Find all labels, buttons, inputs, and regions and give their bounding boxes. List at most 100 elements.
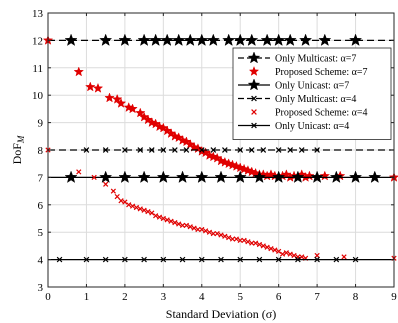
- data-point: [111, 93, 123, 104]
- data-point: [172, 33, 186, 46]
- data-point: [179, 256, 186, 263]
- data-point: [272, 247, 278, 253]
- data-point: [156, 170, 170, 183]
- data-point: [260, 147, 267, 153]
- y-tick-label: 10: [32, 90, 44, 102]
- data-point: [272, 170, 286, 183]
- data-point: [319, 170, 331, 181]
- data-point: [64, 170, 78, 183]
- data-point: [172, 219, 178, 226]
- data-point: [91, 174, 97, 181]
- legend-label: Proposed Scheme: α=4: [275, 108, 368, 119]
- data-point: [137, 147, 144, 153]
- x-tick-label: 0: [45, 291, 51, 303]
- legend-marker: [251, 95, 257, 102]
- data-point: [314, 256, 320, 263]
- y-axis-label-subscript: M: [16, 135, 26, 144]
- data-point: [260, 33, 274, 46]
- data-point: [348, 170, 363, 183]
- data-point: [122, 199, 128, 205]
- data-point: [291, 252, 297, 259]
- data-point: [291, 170, 305, 183]
- series-layer: [42, 33, 398, 263]
- data-point: [160, 33, 174, 46]
- data-point: [137, 206, 143, 212]
- data-point: [268, 246, 274, 252]
- data-point: [122, 256, 128, 263]
- data-point: [76, 169, 82, 175]
- legend-marker: [247, 78, 261, 91]
- y-tick-label: 13: [32, 8, 44, 20]
- data-point: [304, 170, 315, 181]
- data-point: [233, 33, 247, 46]
- x-tick-label: 9: [391, 291, 397, 303]
- data-point: [264, 244, 270, 250]
- data-point: [352, 256, 359, 263]
- data-point: [99, 170, 113, 183]
- data-point: [198, 147, 205, 153]
- y-tick-label: 5: [38, 227, 44, 239]
- data-point: [115, 97, 127, 108]
- x-axis-label: Standard Deviation (σ): [166, 307, 276, 321]
- y-tick-label: 8: [38, 145, 44, 157]
- data-point: [195, 33, 209, 46]
- data-point: [218, 232, 224, 238]
- data-point: [275, 147, 282, 153]
- data-point: [160, 147, 167, 153]
- data-point: [83, 147, 90, 153]
- data-point: [298, 147, 305, 153]
- data-point: [237, 237, 243, 244]
- data-point: [118, 33, 132, 46]
- data-point: [104, 92, 115, 103]
- data-point: [141, 207, 147, 213]
- data-point: [122, 147, 128, 153]
- x-tick-label: 1: [84, 291, 90, 303]
- data-point: [318, 33, 332, 46]
- legend-entry: Only Unicast: α=4: [238, 121, 349, 132]
- data-point: [145, 209, 151, 215]
- data-point: [283, 33, 297, 46]
- legend-box: [232, 47, 392, 140]
- data-point: [210, 147, 217, 153]
- data-point: [148, 147, 155, 153]
- data-point: [295, 256, 301, 263]
- data-point: [129, 203, 136, 209]
- legend: Only Multicast: α=7 Proposed Scheme: α=7 O…: [232, 47, 392, 140]
- data-point: [191, 225, 197, 231]
- data-point: [348, 33, 363, 46]
- data-point: [202, 228, 209, 234]
- series-1: [48, 33, 394, 46]
- data-point: [218, 256, 224, 263]
- data-point: [341, 254, 347, 260]
- data-point: [83, 256, 90, 263]
- legend-marker: [247, 51, 261, 64]
- data-point: [168, 218, 174, 224]
- data-point: [222, 33, 236, 46]
- data-point: [99, 33, 113, 46]
- data-point: [183, 222, 190, 228]
- data-point: [333, 256, 340, 263]
- data-point: [214, 230, 220, 237]
- data-point: [210, 230, 216, 237]
- x-tick-label: 7: [314, 291, 320, 303]
- data-point: [226, 235, 232, 241]
- data-point: [160, 256, 167, 263]
- data-point: [153, 213, 159, 219]
- data-point: [222, 233, 228, 239]
- y-tick-label: 12: [32, 35, 43, 47]
- legend-entry: Only Multicast: α=7: [238, 51, 356, 65]
- legend-entry: Only Unicast: α=7: [238, 78, 349, 92]
- x-tick-label: 6: [276, 291, 282, 303]
- data-point: [233, 170, 247, 183]
- data-point: [179, 222, 186, 228]
- data-point: [241, 237, 247, 244]
- data-point: [176, 221, 182, 227]
- data-point: [237, 147, 244, 153]
- data-point: [245, 33, 259, 46]
- data-point: [287, 147, 294, 153]
- series-4: [48, 147, 394, 153]
- x-tick-label: 5: [237, 291, 243, 303]
- legend-marker: [251, 109, 257, 115]
